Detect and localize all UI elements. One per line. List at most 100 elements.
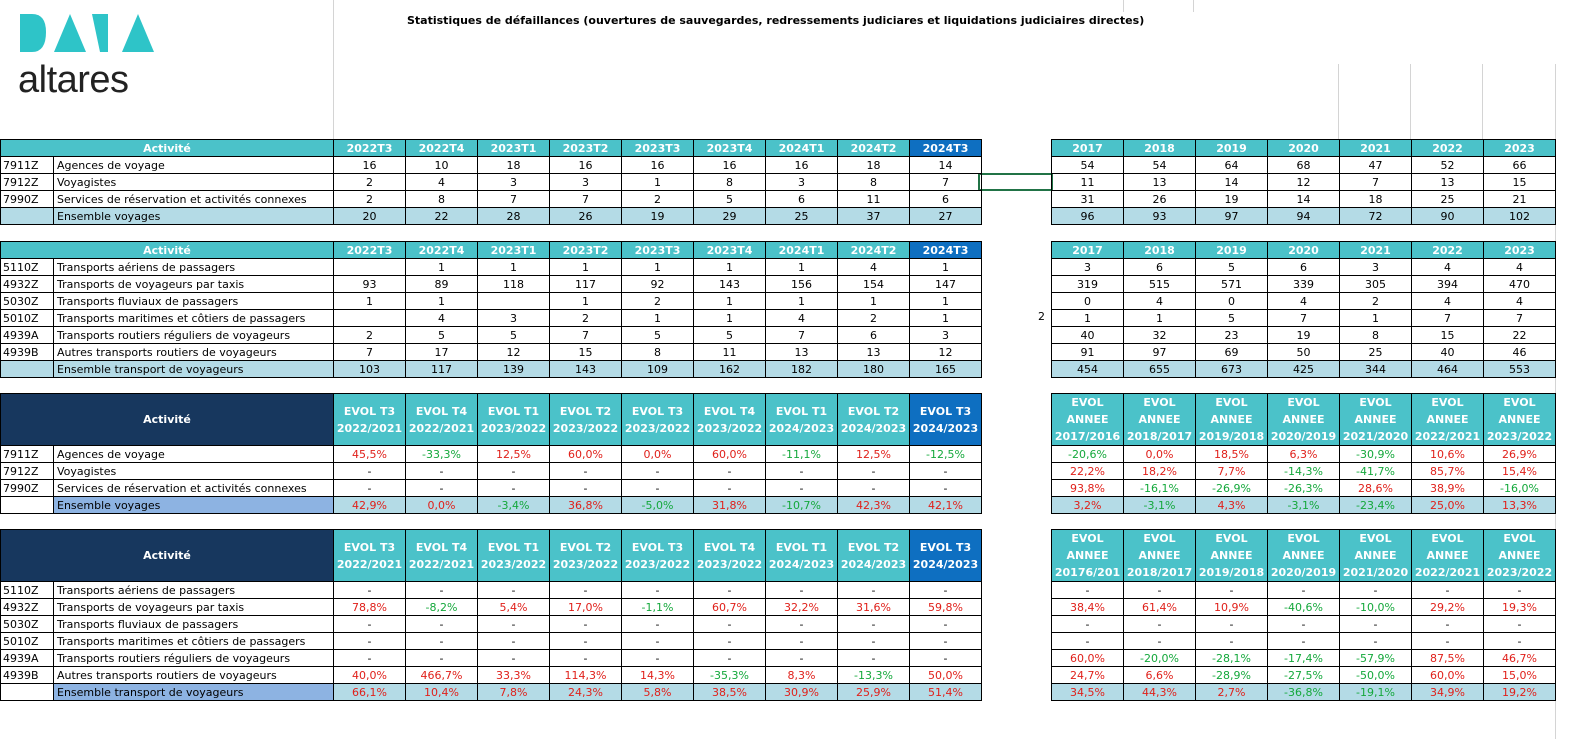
header-cell[interactable]: EVOL T3 2024/2023 [909, 529, 983, 582]
total-value-cell[interactable] [0, 496, 54, 514]
header-cell[interactable]: EVOL ANNEE 2021/2020 [1339, 393, 1412, 446]
value-cell[interactable]: 8 [837, 173, 911, 191]
value-cell[interactable]: - [765, 462, 839, 480]
value-cell[interactable]: - [621, 649, 695, 667]
value-cell[interactable]: 1 [621, 309, 695, 327]
total-value-cell[interactable] [0, 360, 54, 378]
header-cell[interactable]: EVOL T2 2023/2022 [549, 393, 623, 446]
total-value-cell[interactable]: 94 [1267, 207, 1340, 225]
value-cell[interactable]: 1 [909, 258, 983, 276]
activity-label-cell[interactable]: Transports aériens de passagers [52, 581, 335, 599]
total-value-cell[interactable]: 27 [909, 207, 983, 225]
naf-code-cell[interactable]: 5010Z [0, 309, 54, 327]
value-cell[interactable] [333, 309, 407, 327]
value-cell[interactable]: -40,6% [1267, 598, 1340, 616]
value-cell[interactable]: 1 [405, 258, 479, 276]
value-cell[interactable]: - [621, 581, 695, 599]
value-cell[interactable]: - [1483, 632, 1556, 650]
value-cell[interactable]: 6 [837, 326, 911, 344]
value-cell[interactable]: 54 [1123, 156, 1196, 174]
value-cell[interactable]: 5 [477, 326, 551, 344]
naf-code-cell[interactable]: 4939A [0, 649, 54, 667]
value-cell[interactable]: 50 [1267, 343, 1340, 361]
total-value-cell[interactable]: 34,9% [1411, 683, 1484, 701]
value-cell[interactable]: 15 [1411, 326, 1484, 344]
header-cell[interactable]: EVOL T2 2024/2023 [837, 393, 911, 446]
value-cell[interactable]: - [909, 462, 983, 480]
header-cell[interactable]: 2024T1 [765, 139, 839, 157]
value-cell[interactable]: 85,7% [1411, 462, 1484, 480]
header-cell[interactable]: EVOL T3 2024/2023 [909, 393, 983, 446]
value-cell[interactable]: 19 [1195, 190, 1268, 208]
value-cell[interactable]: 3 [477, 173, 551, 191]
value-cell[interactable]: 61,4% [1123, 598, 1196, 616]
value-cell[interactable]: 10,9% [1195, 598, 1268, 616]
header-cell[interactable]: EVOL T1 2023/2022 [477, 529, 551, 582]
naf-code-cell[interactable]: 7912Z [0, 462, 54, 480]
header-cell[interactable]: EVOL T2 2023/2022 [549, 529, 623, 582]
total-value-cell[interactable]: 51,4% [909, 683, 983, 701]
value-cell[interactable]: 19,3% [1483, 598, 1556, 616]
activity-label-cell[interactable]: Autres transports routiers de voyageurs [52, 666, 335, 684]
header-cell-activite[interactable]: Activité [0, 241, 335, 259]
total-value-cell[interactable]: 0,0% [405, 496, 479, 514]
value-cell[interactable]: 7 [549, 190, 623, 208]
activity-label-cell[interactable]: Voyagistes [52, 173, 335, 191]
value-cell[interactable]: - [693, 581, 767, 599]
value-cell[interactable]: - [405, 462, 479, 480]
value-cell[interactable]: 45,5% [333, 445, 407, 463]
naf-code-cell[interactable]: 5110Z [0, 258, 54, 276]
value-cell[interactable]: 11 [693, 343, 767, 361]
total-value-cell[interactable]: 30,9% [765, 683, 839, 701]
header-cell[interactable]: EVOL T1 2024/2023 [765, 529, 839, 582]
value-cell[interactable]: 4 [1411, 292, 1484, 310]
total-value-cell[interactable]: 139 [477, 360, 551, 378]
value-cell[interactable]: 38,4% [1051, 598, 1124, 616]
naf-code-cell[interactable]: 4939B [0, 666, 54, 684]
value-cell[interactable] [333, 258, 407, 276]
header-cell[interactable]: EVOL ANNEE 2019/2018 [1195, 529, 1268, 582]
value-cell[interactable]: 91 [1051, 343, 1124, 361]
value-cell[interactable]: 2 [1339, 292, 1412, 310]
header-cell[interactable]: 2022 [1411, 139, 1484, 157]
total-value-cell[interactable]: 180 [837, 360, 911, 378]
value-cell[interactable]: 117 [549, 275, 623, 293]
value-cell[interactable]: 3 [1051, 258, 1124, 276]
naf-code-cell[interactable]: 7911Z [0, 156, 54, 174]
value-cell[interactable]: - [1051, 615, 1124, 633]
header-cell[interactable]: EVOL ANNEE 2019/2018 [1195, 393, 1268, 446]
value-cell[interactable]: 4 [405, 173, 479, 191]
value-cell[interactable]: - [693, 615, 767, 633]
total-value-cell[interactable]: 19 [621, 207, 695, 225]
activity-label-cell[interactable]: Transports de voyageurs par taxis [52, 598, 335, 616]
value-cell[interactable]: -16,0% [1483, 479, 1556, 497]
header-cell[interactable]: EVOL T1 2024/2023 [765, 393, 839, 446]
header-cell[interactable]: EVOL ANNEE 2020/2019 [1267, 529, 1340, 582]
total-value-cell[interactable]: 109 [621, 360, 695, 378]
naf-code-cell[interactable]: 5110Z [0, 581, 54, 599]
value-cell[interactable]: - [765, 649, 839, 667]
value-cell[interactable]: - [405, 581, 479, 599]
value-cell[interactable]: -20,6% [1051, 445, 1124, 463]
value-cell[interactable]: 12 [1267, 173, 1340, 191]
value-cell[interactable]: - [1123, 581, 1196, 599]
value-cell[interactable]: 5 [405, 326, 479, 344]
value-cell[interactable]: 52 [1411, 156, 1484, 174]
value-cell[interactable]: 60,0% [1411, 666, 1484, 684]
total-value-cell[interactable]: 28 [477, 207, 551, 225]
value-cell[interactable]: -27,5% [1267, 666, 1340, 684]
value-cell[interactable]: 154 [837, 275, 911, 293]
value-cell[interactable]: 46 [1483, 343, 1556, 361]
value-cell[interactable]: 4 [837, 258, 911, 276]
value-cell[interactable]: 2 [837, 309, 911, 327]
value-cell[interactable]: - [621, 615, 695, 633]
value-cell[interactable]: -30,9% [1339, 445, 1412, 463]
header-cell[interactable]: EVOL T4 2023/2022 [693, 393, 767, 446]
value-cell[interactable]: - [1123, 615, 1196, 633]
value-cell[interactable]: -16,1% [1123, 479, 1196, 497]
value-cell[interactable]: 4 [1123, 292, 1196, 310]
header-cell[interactable]: 2022 [1411, 241, 1484, 259]
header-cell[interactable]: EVOL T4 2022/2021 [405, 529, 479, 582]
header-cell[interactable]: EVOL ANNEE 2023/2022 [1483, 529, 1556, 582]
value-cell[interactable]: - [477, 581, 551, 599]
